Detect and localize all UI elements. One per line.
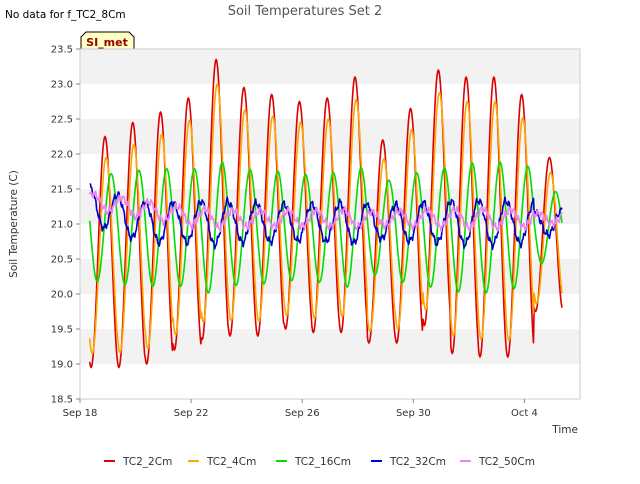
y-axis: 18.5 19.0 19.5 20.0 20.5 21.0 21.5 22.0 22.5 23.0… — [51, 45, 80, 406]
y-tick-label: 19.0 — [51, 360, 73, 371]
x-tick-label: Sep 26 — [285, 408, 320, 419]
chart-title: Soil Temperatures Set 2 — [228, 4, 383, 19]
badge-label: SI_met — [86, 36, 128, 49]
legend-label: TC2_2Cm — [122, 456, 172, 468]
badge: SI_met — [80, 31, 135, 50]
y-tick-label: 20.0 — [51, 290, 73, 301]
y-axis-label: Soil Temperature (C) — [8, 170, 20, 278]
series-line-tc2-50cm — [88, 190, 563, 233]
no-data-note: No data for f_TC2_8Cm — [5, 9, 126, 21]
y-tick-label: 21.0 — [51, 220, 73, 231]
background-band — [80, 329, 580, 364]
legend: TC2_2Cm TC2_4Cm TC2_16Cm TC2_32Cm TC2_50Cm — [104, 456, 535, 468]
x-axis-label: Time — [551, 424, 578, 436]
x-axis: Sep 18 Sep 22 Sep 26 Sep 30 Oct 4 — [63, 399, 538, 419]
y-tick-label: 19.5 — [51, 325, 73, 336]
y-tick-label: 21.5 — [51, 185, 73, 196]
y-tick-label: 18.5 — [51, 395, 73, 406]
legend-label: TC2_16Cm — [294, 456, 351, 468]
series-line-tc2-4cm — [88, 83, 563, 355]
x-tick-label: Sep 22 — [174, 408, 209, 419]
background-band — [80, 259, 580, 294]
series-line-tc2-16cm — [88, 161, 563, 294]
y-tick-label: 22.0 — [51, 150, 73, 161]
y-tick-label: 23.5 — [51, 45, 73, 56]
y-tick-label: 23.0 — [51, 80, 73, 91]
x-tick-label: Sep 18 — [63, 408, 98, 419]
legend-label: TC2_4Cm — [206, 456, 256, 468]
legend-label: TC2_50Cm — [478, 456, 535, 468]
series-line-tc2-32cm — [89, 183, 563, 251]
y-tick-label: 20.5 — [51, 255, 73, 266]
x-tick-label: Oct 4 — [511, 408, 538, 419]
legend-label: TC2_32Cm — [389, 456, 446, 468]
y-tick-label: 22.5 — [51, 115, 73, 126]
background-band — [80, 49, 580, 84]
x-tick-label: Sep 30 — [396, 408, 431, 419]
series-layer — [88, 58, 563, 369]
